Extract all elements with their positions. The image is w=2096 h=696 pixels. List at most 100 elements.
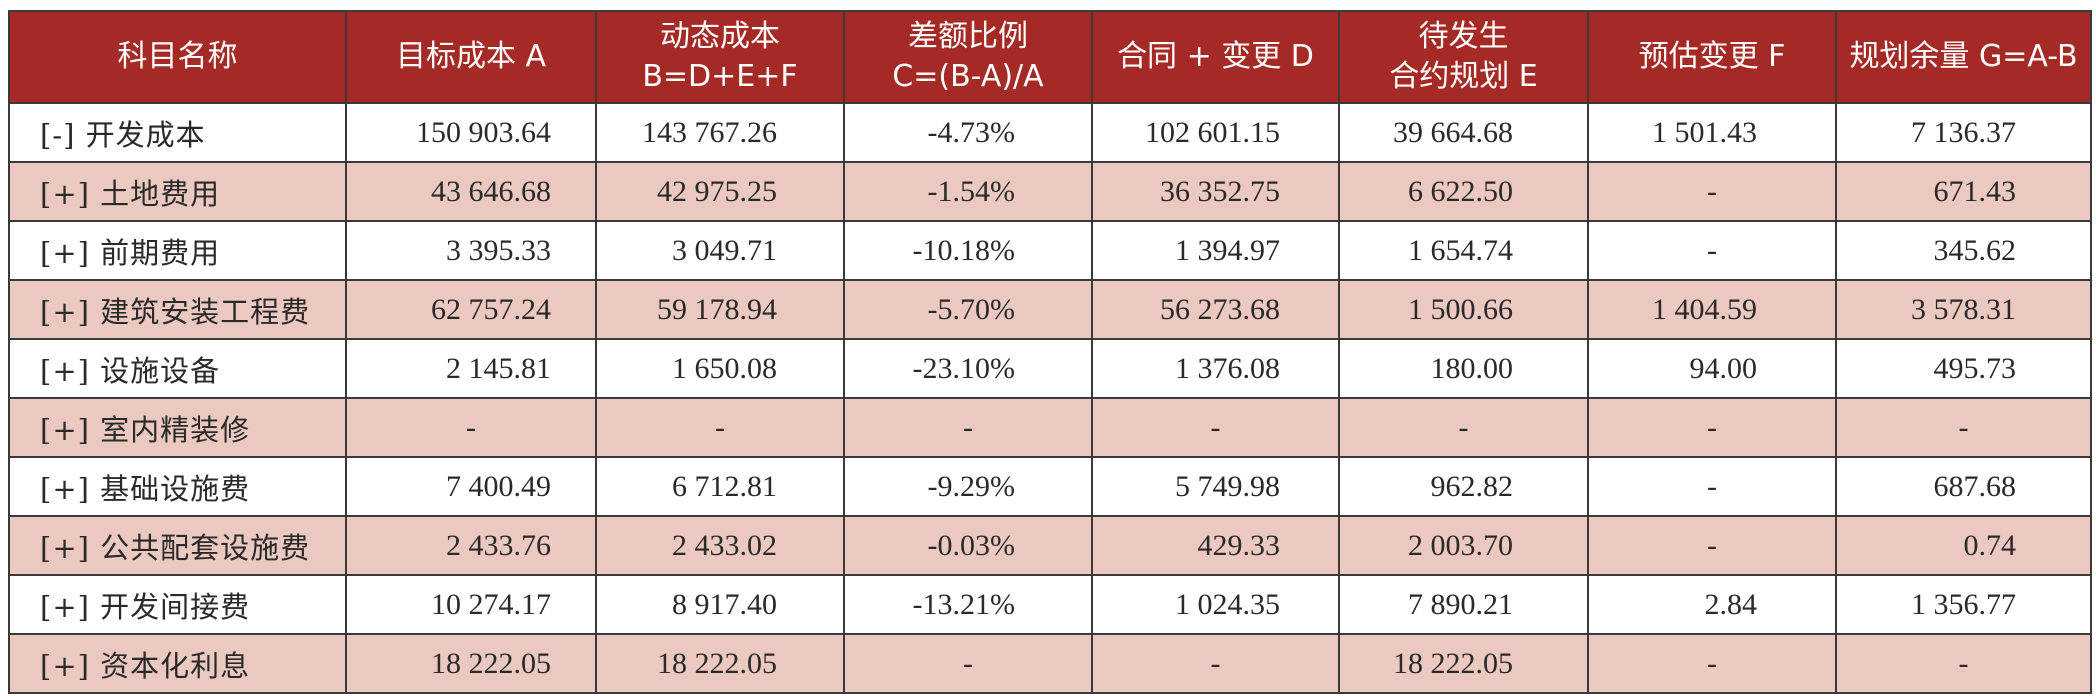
table-row: [+] 开发间接费 10 274.17 8 917.40 -13.21% 1 024.3… — [8, 574, 2092, 635]
cell-g: 495.73 — [1835, 338, 2092, 399]
table-row: [+] 资本化利息 18 222.05 18 222.05- -18 222.05- - — [8, 633, 2092, 694]
cell-e: 6 622.50 — [1338, 161, 1589, 222]
cell-c: -0.03% — [843, 515, 1093, 576]
row-subject-name: [+] 土地费用 — [8, 161, 347, 222]
cell-e: 39 664.68 — [1338, 102, 1589, 163]
cell-d: 102 601.15 — [1091, 102, 1340, 163]
header-cell-target-cost: 目标成本 A — [345, 10, 597, 104]
cell-e: 962.82 — [1338, 456, 1589, 517]
cell-f: - — [1587, 397, 1837, 458]
row-subject-name: [+] 设施设备 — [8, 338, 347, 399]
row-subject-name: [+] 开发间接费 — [8, 574, 347, 635]
cell-b: 2 433.02 — [595, 515, 845, 576]
cell-b: 59 178.94 — [595, 279, 845, 340]
cell-d: - — [1091, 397, 1340, 458]
cell-f: - — [1587, 515, 1837, 576]
cell-d: - — [1091, 633, 1340, 694]
table-row: [+] 建筑安装工程费 62 757.24 59 178.94 -5.70% 56 27… — [8, 279, 2092, 340]
cell-b: 1 650.08 — [595, 338, 845, 399]
row-subject-name: [+] 资本化利息 — [8, 633, 347, 694]
table-row: [+] 基础设施费 7 400.49 6 712.81 -9.29% 5 749.98 9… — [8, 456, 2092, 517]
row-subject-name: [+] 建筑安装工程费 — [8, 279, 347, 340]
header-cell-pending-plan: 待发生 合约规划 E — [1338, 10, 1589, 104]
cell-d: 56 273.68 — [1091, 279, 1340, 340]
cell-b: 18 222.05 — [595, 633, 845, 694]
cell-g: 3 578.31 — [1835, 279, 2092, 340]
cell-g: 1 356.77 — [1835, 574, 2092, 635]
row-subject-name: [-] 开发成本 — [8, 102, 347, 163]
cell-f: - — [1587, 633, 1837, 694]
cell-f: 1 404.59 — [1587, 279, 1837, 340]
cell-d: 1 024.35 — [1091, 574, 1340, 635]
cell-d: 5 749.98 — [1091, 456, 1340, 517]
table-row: [+] 室内精装修 - - - - - - - — [8, 397, 2092, 458]
cell-a: 10 274.17 — [345, 574, 597, 635]
cell-a: 2 145.81 — [345, 338, 597, 399]
cell-c: -23.10% — [843, 338, 1093, 399]
cell-g: - — [1835, 397, 2092, 458]
cell-f: 1 501.43 — [1587, 102, 1837, 163]
header-cell-dynamic-cost: 动态成本 B=D+E+F — [595, 10, 845, 104]
table-row: [+] 前期费用 3 395.33 3 049.71 -10.18% 1 394.97 1… — [8, 220, 2092, 281]
cell-e: 1 500.66 — [1338, 279, 1589, 340]
header-cell-subject: 科目名称 — [8, 10, 347, 104]
cell-f: 2.84 — [1587, 574, 1837, 635]
cell-b: 8 917.40 — [595, 574, 845, 635]
cell-c: -1.54% — [843, 161, 1093, 222]
cell-e: 2 003.70 — [1338, 515, 1589, 576]
cell-e: 7 890.21 — [1338, 574, 1589, 635]
cell-a: 150 903.64 — [345, 102, 597, 163]
cell-c: -4.73% — [843, 102, 1093, 163]
cell-f: - — [1587, 456, 1837, 517]
header-row: 科目名称 目标成本 A 动态成本 B=D+E+F 差额比例 C=(B-A)/A 合同… — [8, 10, 2092, 104]
cell-d: 1 394.97 — [1091, 220, 1340, 281]
header-cell-variance-ratio: 差额比例 C=(B-A)/A — [843, 10, 1093, 104]
cell-b: 3 049.71 — [595, 220, 845, 281]
cell-c: -9.29% — [843, 456, 1093, 517]
cell-a: 18 222.05 — [345, 633, 597, 694]
row-subject-name: [+] 室内精装修 — [8, 397, 347, 458]
cell-a: 43 646.68 — [345, 161, 597, 222]
cell-g: - — [1835, 633, 2092, 694]
cell-g: 345.62 — [1835, 220, 2092, 281]
table-row: [+] 公共配套设施费 2 433.76 2 433.02 -0.03% 429.33 2… — [8, 515, 2092, 576]
table-row: [-] 开发成本 150 903.64 143 767.26 -4.73% 102 60… — [8, 102, 2092, 163]
row-subject-name: [+] 基础设施费 — [8, 456, 347, 517]
cell-b: 143 767.26 — [595, 102, 845, 163]
row-subject-name: [+] 前期费用 — [8, 220, 347, 281]
cell-g: 7 136.37 — [1835, 102, 2092, 163]
header-cell-estimated-change: 预估变更 F — [1587, 10, 1837, 104]
cell-c: -13.21% — [843, 574, 1093, 635]
cell-c: - — [843, 633, 1093, 694]
cell-c: - — [843, 397, 1093, 458]
cell-a: 62 757.24 — [345, 279, 597, 340]
cell-f: 94.00 — [1587, 338, 1837, 399]
cell-a: 3 395.33 — [345, 220, 597, 281]
cell-e: 1 654.74 — [1338, 220, 1589, 281]
table-row: [+] 土地费用 43 646.68 42 975.25 -1.54% 36 352.7… — [8, 161, 2092, 222]
cell-b: 42 975.25 — [595, 161, 845, 222]
cell-c: -5.70% — [843, 279, 1093, 340]
cell-e: 180.00 — [1338, 338, 1589, 399]
cell-d: 429.33 — [1091, 515, 1340, 576]
cell-g: 0.74 — [1835, 515, 2092, 576]
cell-e: - — [1338, 397, 1589, 458]
row-subject-name: [+] 公共配套设施费 — [8, 515, 347, 576]
table-body: [-] 开发成本 150 903.64 143 767.26 -4.73% 102 60… — [8, 102, 2092, 694]
cell-e: 18 222.05 — [1338, 633, 1589, 694]
cell-a: - — [345, 397, 597, 458]
cell-b: - — [595, 397, 845, 458]
cell-a: 2 433.76 — [345, 515, 597, 576]
table-row: [+] 设施设备 2 145.81 1 650.08 -23.10% 1 376.08 1… — [8, 338, 2092, 399]
header-cell-contract-change: 合同 + 变更 D — [1091, 10, 1340, 104]
cell-c: -10.18% — [843, 220, 1093, 281]
cell-d: 1 376.08 — [1091, 338, 1340, 399]
header-cell-plan-margin: 规划余量 G=A-B — [1835, 10, 2092, 104]
cell-g: 687.68 — [1835, 456, 2092, 517]
cost-table: 科目名称 目标成本 A 动态成本 B=D+E+F 差额比例 C=(B-A)/A 合同… — [8, 10, 2092, 694]
cell-b: 6 712.81 — [595, 456, 845, 517]
cell-d: 36 352.75 — [1091, 161, 1340, 222]
cell-a: 7 400.49 — [345, 456, 597, 517]
cell-f: - — [1587, 161, 1837, 222]
cell-g: 671.43 — [1835, 161, 2092, 222]
